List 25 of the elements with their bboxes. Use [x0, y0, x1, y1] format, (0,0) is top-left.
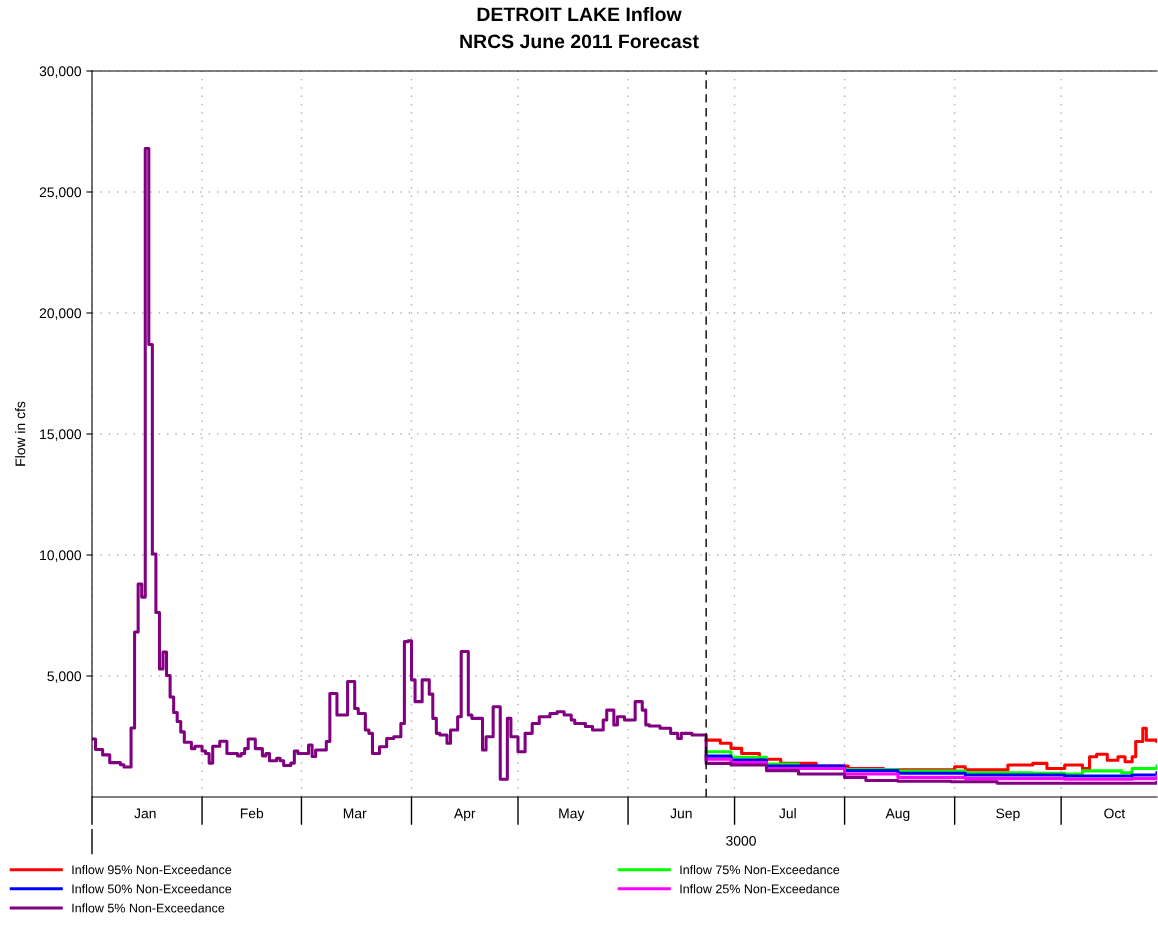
x-tick-label: Sep [996, 808, 1020, 822]
x-tick-label: Mar [343, 808, 367, 819]
x-tick-label: Jul [779, 808, 796, 819]
legend-label: Inflow 50% Non-Exceedance [72, 884, 232, 894]
x-tick-label: Feb [240, 808, 264, 819]
legend-label: Inflow 95% Non-Exceedance [72, 864, 232, 875]
y-tick-label: 20,000 [39, 308, 82, 320]
y-tick-label: 15,000 [40, 429, 82, 441]
chart-title: DETROIT LAKE Inflow [477, 6, 682, 22]
text: 3000 [726, 835, 756, 846]
legend-label: Inflow 5% Non-Exceedance [72, 903, 225, 913]
x-tick-label: Aug [885, 808, 910, 822]
y-tick-label: 30,000 [39, 66, 82, 78]
legend-label: Inflow 25% Non-Exceedance [680, 884, 840, 894]
x-tick-label: Jun [670, 808, 692, 819]
y-axis-title: Flow in cfs [15, 401, 26, 466]
y-tick-label: 5,000 [47, 671, 82, 683]
legend-label: Inflow 75% Non-Exceedance [680, 864, 840, 875]
x-tick-label: Apr [453, 808, 476, 822]
y-tick-label: 10,000 [40, 550, 82, 562]
x-tick-label: Jan [134, 808, 156, 819]
x-tick-label: May [559, 808, 585, 822]
chart-subtitle: NRCS June 2011 Forecast [460, 34, 699, 49]
y-tick-label: 25,000 [39, 187, 82, 199]
x-tick-label: Oct [1104, 808, 1126, 819]
